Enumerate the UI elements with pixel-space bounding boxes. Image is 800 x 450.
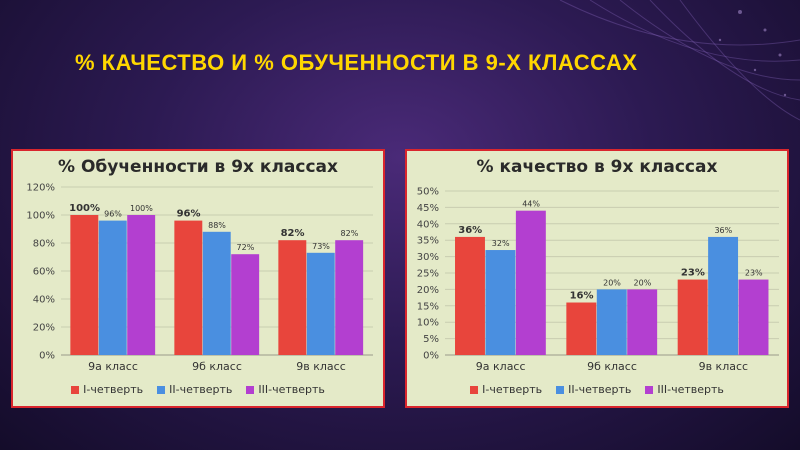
bar bbox=[70, 215, 99, 355]
x-tick-label: 9а класс bbox=[476, 360, 526, 373]
bar bbox=[677, 279, 708, 355]
legend-swatch bbox=[157, 385, 166, 394]
chart-panel-obuchennost: % Обученности в 9х классах 0% 20% 40% 60% 80… bbox=[11, 149, 385, 408]
chart-legend: I-четверть II-четверть III-четверть bbox=[407, 383, 787, 396]
data-label: 23% bbox=[681, 268, 705, 279]
data-label: 36% bbox=[714, 226, 732, 235]
y-tick-label: 0% bbox=[423, 351, 439, 362]
legend-item-q1: I-четверть bbox=[71, 383, 143, 396]
bar bbox=[335, 240, 364, 355]
bar-chart-obuchennost: 0% 20% 40% 60% 80% 100% 120% 100% 96% 100% 9а клас… bbox=[26, 183, 373, 373]
y-tick-label: 20% bbox=[417, 285, 439, 296]
y-tick-label: 50% bbox=[417, 187, 439, 198]
data-label: 36% bbox=[458, 225, 482, 236]
y-tick-label: 35% bbox=[417, 236, 439, 247]
bar-chart-kachestvo: 0% 5% 10% 15% 20% 25% 30% 35% 40% 45% 50% 36% 32% 44%… bbox=[417, 187, 779, 373]
bar bbox=[627, 289, 658, 355]
legend-swatch bbox=[246, 385, 255, 394]
x-tick-label: 9б класс bbox=[192, 360, 242, 373]
y-tick-label: 0% bbox=[39, 351, 55, 362]
legend-item-q3: III-четверть bbox=[645, 383, 724, 396]
data-label: 100% bbox=[69, 203, 100, 214]
data-label: 44% bbox=[522, 200, 540, 209]
data-label: 32% bbox=[492, 239, 510, 248]
data-label: 100% bbox=[130, 204, 153, 213]
x-tick-label: 9в класс bbox=[296, 360, 346, 373]
data-label: 73% bbox=[312, 242, 330, 251]
legend-item-q1: I-четверть bbox=[470, 383, 542, 396]
y-tick-label: 40% bbox=[33, 295, 55, 306]
bar bbox=[278, 240, 307, 355]
x-tick-label: 9а класс bbox=[88, 360, 138, 373]
y-tick-label: 30% bbox=[417, 252, 439, 263]
legend-item-q3: III-четверть bbox=[246, 383, 325, 396]
bar bbox=[231, 254, 260, 355]
bar bbox=[738, 279, 769, 355]
bar bbox=[174, 220, 203, 355]
bar bbox=[127, 215, 156, 355]
legend-swatch bbox=[556, 385, 565, 394]
data-label: 88% bbox=[208, 221, 226, 230]
legend-label: III-четверть bbox=[258, 383, 325, 396]
legend-item-q2: II-четверть bbox=[157, 383, 232, 396]
data-label: 96% bbox=[104, 210, 122, 219]
legend-swatch bbox=[645, 385, 654, 394]
data-label: 20% bbox=[603, 278, 621, 287]
legend-label: I-четверть bbox=[482, 383, 543, 396]
data-label: 82% bbox=[341, 229, 359, 238]
bar bbox=[708, 236, 739, 355]
legend-item-q2: II-четверть bbox=[556, 383, 631, 396]
bar bbox=[202, 231, 231, 355]
chart-panel-kachestvo: % качество в 9х классах 0% 5% 10% 15% 20% 25%… bbox=[405, 149, 789, 408]
legend-label: II-четверть bbox=[169, 383, 233, 396]
bar bbox=[566, 302, 597, 355]
legend-label: III-четверть bbox=[657, 383, 724, 396]
chart-title: % качество в 9х классах bbox=[476, 157, 718, 177]
bar bbox=[455, 236, 485, 355]
bar bbox=[485, 250, 516, 355]
chart-legend: I-четверть II-четверть III-четверть bbox=[13, 383, 383, 396]
legend-swatch bbox=[71, 385, 80, 394]
chart-title: % Обученности в 9х классах bbox=[58, 157, 338, 177]
y-tick-label: 60% bbox=[33, 267, 55, 278]
slide-title: % КАЧЕСТВО И % ОБУЧЕННОСТИ В 9-Х КЛАССАХ bbox=[75, 50, 638, 75]
data-label: 96% bbox=[177, 209, 201, 220]
legend-label: II-четверть bbox=[568, 383, 632, 396]
data-label: 16% bbox=[570, 291, 594, 302]
bar bbox=[596, 289, 627, 355]
decorative-arcs bbox=[559, 0, 800, 121]
y-tick-label: 120% bbox=[26, 183, 55, 194]
y-tick-label: 40% bbox=[417, 219, 439, 230]
data-label: 72% bbox=[237, 243, 255, 252]
y-tick-label: 20% bbox=[33, 323, 55, 334]
data-label: 20% bbox=[634, 278, 652, 287]
y-tick-label: 100% bbox=[26, 211, 55, 222]
y-tick-label: 15% bbox=[417, 301, 439, 312]
legend-swatch bbox=[470, 385, 479, 394]
bar bbox=[515, 210, 546, 355]
y-tick-label: 45% bbox=[417, 203, 439, 214]
bar bbox=[306, 252, 335, 355]
data-label: 82% bbox=[281, 228, 305, 239]
y-tick-label: 5% bbox=[423, 334, 439, 345]
y-tick-label: 10% bbox=[417, 318, 439, 329]
bar bbox=[98, 220, 127, 355]
y-tick-label: 25% bbox=[417, 269, 439, 280]
data-label: 23% bbox=[745, 269, 763, 278]
x-tick-label: 9в класс bbox=[699, 360, 749, 373]
x-tick-label: 9б класс bbox=[587, 360, 637, 373]
legend-label: I-четверть bbox=[83, 383, 144, 396]
y-tick-label: 80% bbox=[33, 239, 55, 250]
